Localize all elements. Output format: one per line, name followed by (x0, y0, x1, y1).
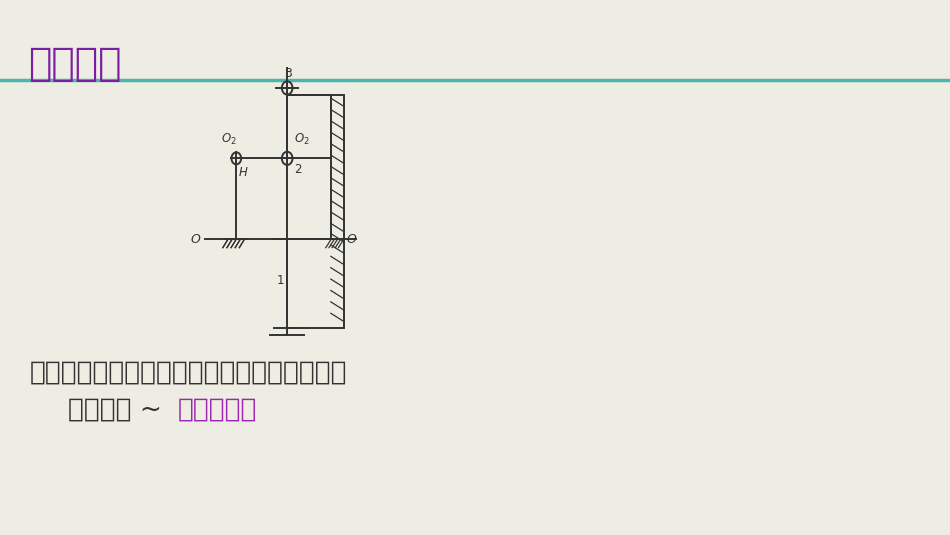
Text: 周转轮系: 周转轮系 (28, 45, 122, 83)
Text: 周转轮系。: 周转轮系。 (178, 397, 257, 423)
Text: 定义：轮系运转时，至少有一个齿轮的轴线位: 定义：轮系运转时，至少有一个齿轮的轴线位 (30, 360, 348, 386)
Text: 置不固定 ~: 置不固定 ~ (68, 397, 170, 423)
Bar (331, 95, 344, 239)
Text: $O_2$: $O_2$ (294, 132, 310, 147)
Text: $H$: $H$ (238, 166, 249, 179)
Text: 3: 3 (284, 67, 293, 80)
Bar (287, 239, 344, 327)
Text: $O$: $O$ (190, 233, 201, 246)
Text: $O$: $O$ (346, 233, 357, 246)
Text: 1: 1 (276, 274, 284, 287)
Bar (287, 95, 331, 158)
Text: $O_2$: $O_2$ (220, 132, 237, 147)
Text: 2: 2 (294, 163, 301, 176)
